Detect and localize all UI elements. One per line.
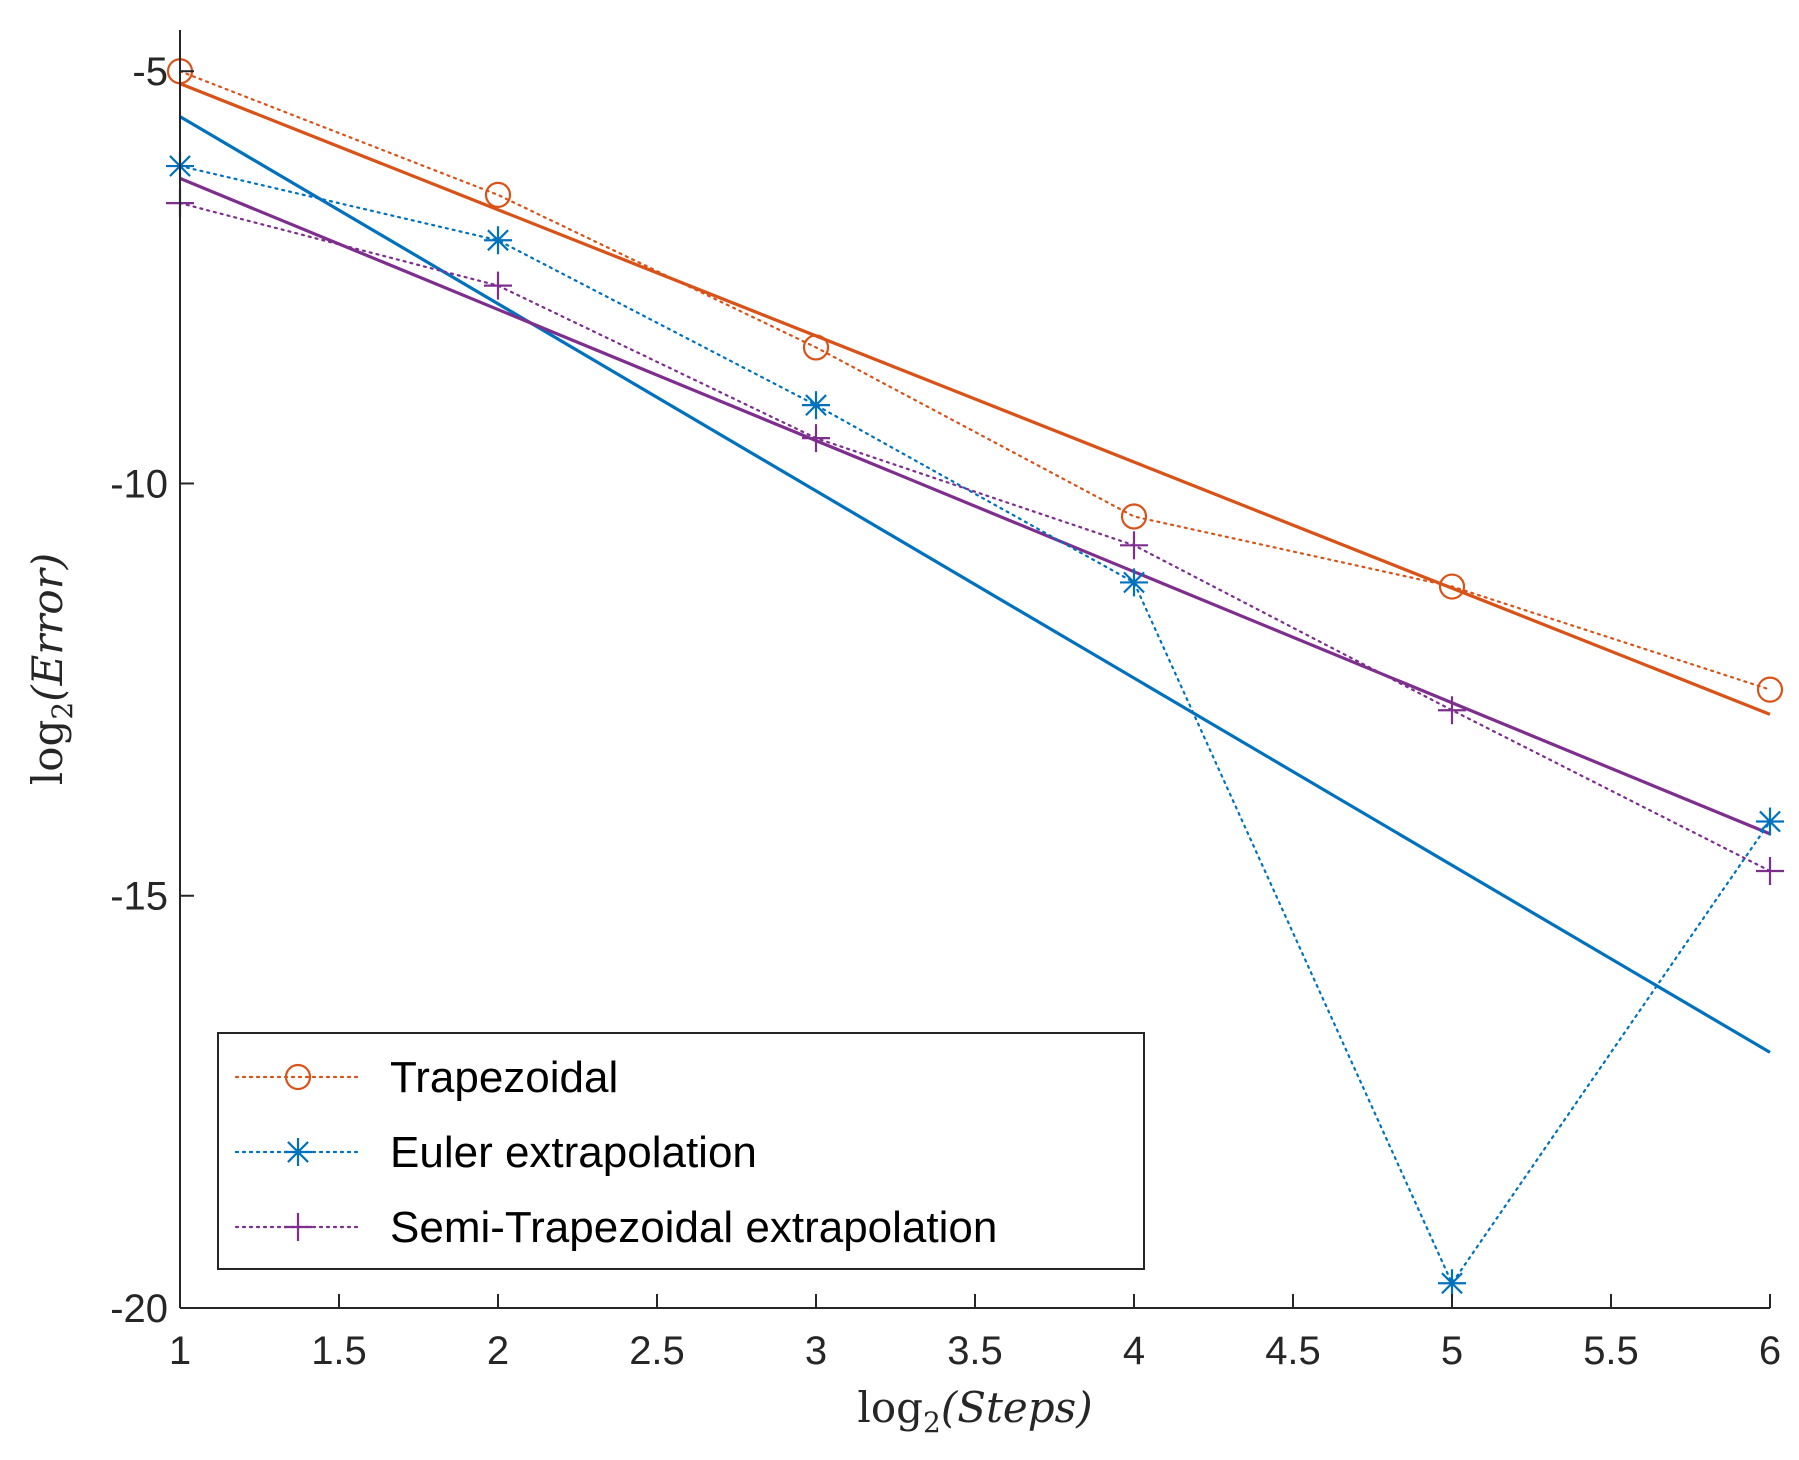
legend-marker-1 [284,1063,312,1091]
x-tick-label-3: 2 [487,1329,509,1373]
legend-box [217,1032,1145,1270]
x-tick-label-10: 5.5 [1583,1329,1639,1373]
fit-line-2 [179,115,1771,1054]
legend: Trapezoidal Euler extrapolation Semi-Trape… [217,1032,1145,1270]
point-s1-5-shape [1438,573,1466,600]
point-s2-4-d2 [1123,571,1145,594]
y-tick-label-4: -5 [132,50,168,94]
x-tick-label-5: 3 [805,1329,827,1373]
fit-line-3 [179,176,1771,836]
y-tick-label-3: -10 [110,462,168,506]
series-line-2 [178,164,1772,1286]
x-tick-label-7: 4 [1123,1329,1145,1373]
point-s2-6-d2 [1759,810,1781,833]
legend-marker-2-d2 [287,1141,309,1163]
point-s3-2 [484,271,512,300]
legend-marker-1-shape [284,1063,312,1091]
point-s3-5 [1438,696,1466,725]
axes: 1 1.5 2 2.5 3 3.5 4 4.5 5 5.5 6 -20 -15 -10 -5 [110,30,1781,1373]
x-tick-label-4: 2.5 [629,1329,685,1373]
point-s1-5 [1438,573,1466,600]
point-s3-3 [802,424,830,453]
fit-line-1 [179,82,1771,716]
point-s2-3-d2 [805,394,827,417]
point-s3-6 [1756,857,1784,886]
point-s2-6 [1756,807,1784,836]
x-tick-label-11: 6 [1759,1329,1781,1373]
point-s1-2-shape [484,181,512,209]
point-s3-4 [1120,531,1148,560]
x-tick-label-1: 1 [169,1329,191,1373]
x-tick-label-9: 5 [1441,1329,1463,1373]
legend-marker-3 [284,1213,312,1241]
x-tick-label-6: 3.5 [947,1329,1003,1373]
point-s2-4 [1120,568,1148,597]
point-s2-2-d2 [487,229,509,252]
point-s2-3 [802,391,830,420]
point-s1-6 [1756,676,1784,703]
point-s1-6-shape [1756,676,1784,703]
point-s2-2 [484,226,512,255]
legend-marker-2 [284,1138,312,1166]
legend-label-1: Trapezoidal [390,1053,618,1102]
point-s2-5 [1438,1269,1466,1298]
point-s1-3-shape [802,334,830,361]
legend-label-3: Semi-Trapezoidal extrapolation [390,1203,997,1252]
x-tick-label-8: 4.5 [1265,1329,1321,1373]
y-tick-label-1: -20 [110,1287,168,1331]
x-axis-title: log2(Steps) [857,1383,1092,1439]
series-line-3 [178,202,1772,873]
y-tick-label-2: -15 [110,875,168,919]
axis-titles: log2(Steps) log2(Error) [23,553,1093,1439]
point-s2-5-d2 [1441,1272,1463,1295]
point-s1-2 [484,181,512,209]
plot-area [166,58,1784,1298]
y-axis-title: log2(Error) [23,553,79,785]
series-line-1 [178,70,1772,691]
point-s1-4 [1120,503,1148,530]
point-s1-4-shape [1120,503,1148,530]
legend-label-2: Euler extrapolation [390,1128,757,1177]
point-s1-3 [802,334,830,361]
x-tick-label-2: 1.5 [311,1329,367,1373]
